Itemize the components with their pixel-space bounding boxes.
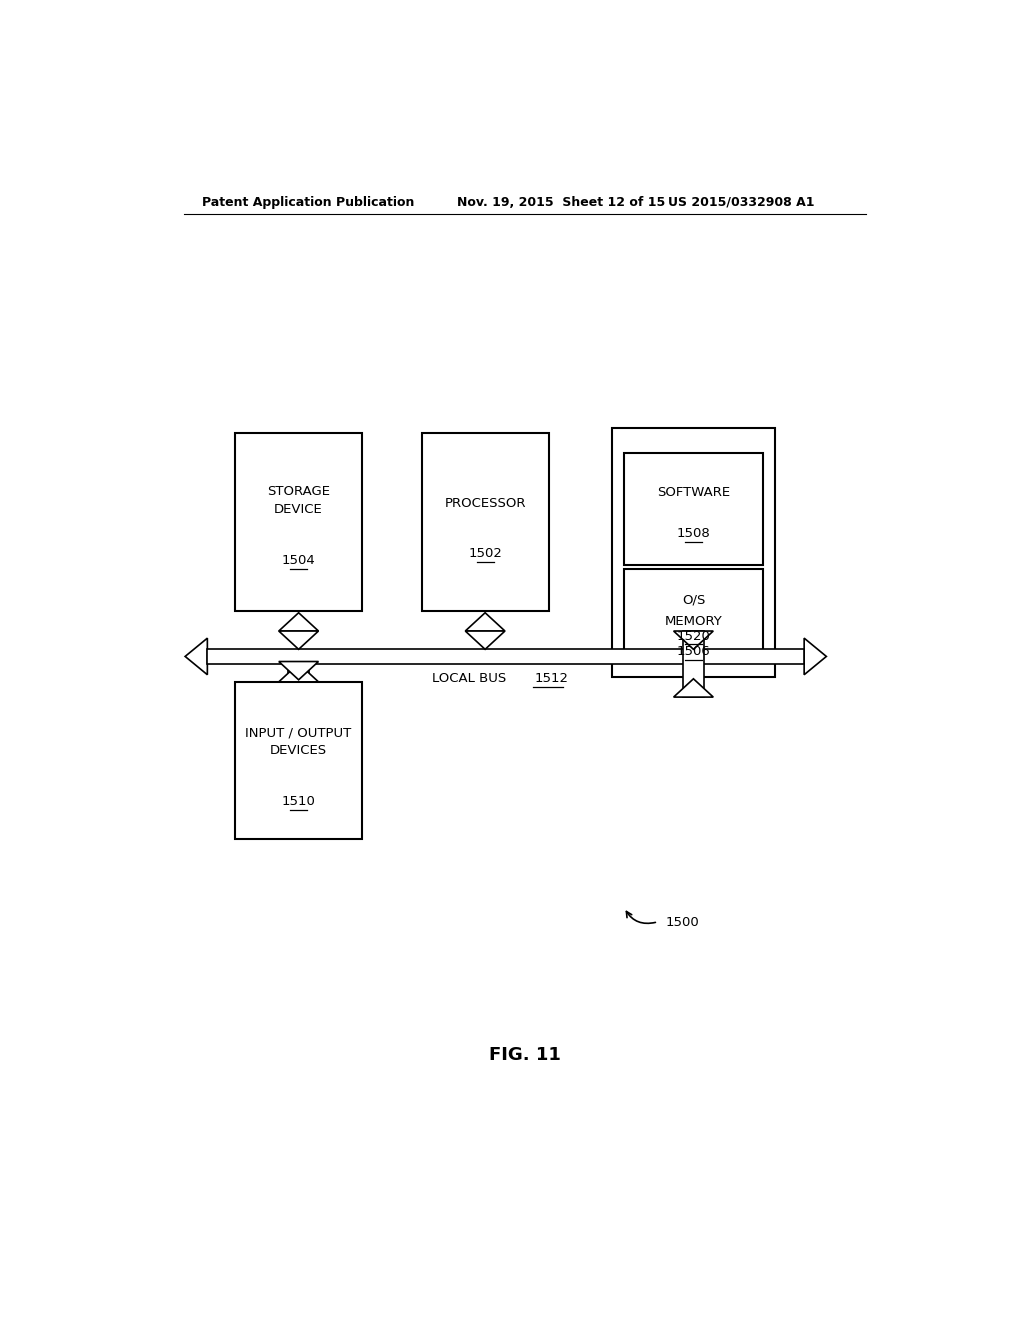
Polygon shape <box>674 631 714 649</box>
Text: STORAGE
DEVICE: STORAGE DEVICE <box>267 484 330 516</box>
Polygon shape <box>465 631 505 649</box>
Text: 1502: 1502 <box>468 548 502 560</box>
Polygon shape <box>185 638 207 675</box>
Text: 1504: 1504 <box>282 554 315 568</box>
Polygon shape <box>674 678 714 697</box>
Polygon shape <box>279 661 318 680</box>
Text: 1512: 1512 <box>535 672 568 685</box>
Text: PROCESSOR: PROCESSOR <box>444 498 526 511</box>
Text: FIG. 11: FIG. 11 <box>488 1045 561 1064</box>
Text: 1508: 1508 <box>677 527 711 540</box>
Text: 1510: 1510 <box>282 795 315 808</box>
Text: 1520: 1520 <box>677 630 711 643</box>
Bar <box>422 433 549 611</box>
Text: O/S: O/S <box>682 594 706 607</box>
Bar <box>236 433 362 611</box>
Polygon shape <box>804 638 826 675</box>
Bar <box>236 682 362 840</box>
Polygon shape <box>279 631 318 649</box>
Text: US 2015/0332908 A1: US 2015/0332908 A1 <box>668 195 814 209</box>
Text: LOCAL BUS: LOCAL BUS <box>432 672 507 685</box>
Polygon shape <box>465 612 505 631</box>
Polygon shape <box>279 612 318 631</box>
Bar <box>207 649 804 664</box>
Polygon shape <box>279 664 318 682</box>
Text: 1500: 1500 <box>666 916 699 929</box>
Bar <box>624 569 763 659</box>
Text: Patent Application Publication: Patent Application Publication <box>202 195 414 209</box>
Bar <box>289 661 309 682</box>
Bar <box>683 631 703 697</box>
Text: SOFTWARE: SOFTWARE <box>656 486 730 499</box>
Text: INPUT / OUTPUT
DEVICES: INPUT / OUTPUT DEVICES <box>246 726 352 758</box>
Text: Nov. 19, 2015  Sheet 12 of 15: Nov. 19, 2015 Sheet 12 of 15 <box>458 195 666 209</box>
Bar <box>624 453 763 565</box>
Text: 1506: 1506 <box>677 645 711 659</box>
Bar <box>612 428 775 677</box>
Text: MEMORY: MEMORY <box>665 615 722 628</box>
